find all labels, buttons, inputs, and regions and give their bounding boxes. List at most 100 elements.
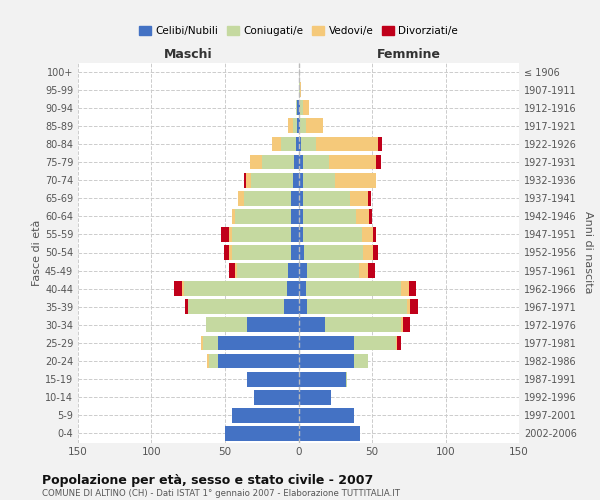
Bar [291,209,299,224]
Bar [202,336,203,350]
Bar [335,172,376,188]
Bar [254,390,299,404]
Text: Maschi: Maschi [164,48,212,60]
Bar [221,227,229,242]
Bar [232,209,235,224]
Bar [297,100,299,115]
Bar [373,227,376,242]
Bar [224,245,229,260]
Bar [235,263,237,278]
Bar [299,227,303,242]
Legend: Celibi/Nubili, Coniugati/e, Vedovi/e, Divorziati/e: Celibi/Nubili, Coniugati/e, Vedovi/e, Di… [135,22,462,40]
Bar [272,136,281,152]
Bar [297,118,299,134]
Bar [225,426,299,441]
Bar [299,136,301,152]
Bar [346,372,347,386]
Bar [173,282,182,296]
Bar [395,336,397,350]
Bar [218,354,299,368]
Bar [293,172,299,188]
Bar [291,191,299,206]
Bar [307,263,359,278]
Bar [376,154,381,170]
Bar [287,282,299,296]
Bar [306,282,401,296]
Bar [232,408,299,423]
Bar [299,172,303,188]
Bar [232,227,291,242]
Bar [303,172,335,188]
Bar [299,82,300,97]
Text: Popolazione per età, sesso e stato civile - 2007: Popolazione per età, sesso e stato civil… [42,474,373,487]
Bar [299,390,331,404]
Bar [185,300,188,314]
Bar [368,191,371,206]
Bar [329,154,376,170]
Bar [303,191,350,206]
Bar [300,100,303,115]
Bar [299,336,355,350]
Bar [307,300,407,314]
Bar [296,136,299,152]
Bar [299,426,360,441]
Bar [262,154,294,170]
Bar [244,191,291,206]
Bar [373,245,378,260]
Bar [350,191,368,206]
Bar [235,209,291,224]
Bar [306,118,323,134]
Bar [409,282,416,296]
Y-axis label: Anni di nascita: Anni di nascita [583,211,593,294]
Text: Femmine: Femmine [377,48,441,60]
Bar [362,227,373,242]
Bar [300,82,301,97]
Bar [244,172,245,188]
Bar [247,372,299,386]
Bar [301,136,316,152]
Bar [303,209,356,224]
Bar [355,336,395,350]
Bar [356,209,369,224]
Bar [218,336,299,350]
Bar [299,100,300,115]
Bar [229,245,232,260]
Bar [247,318,299,332]
Bar [355,354,368,368]
Bar [325,318,401,332]
Bar [299,118,300,134]
Bar [294,154,299,170]
Bar [284,300,299,314]
Bar [291,245,299,260]
Bar [403,318,410,332]
Bar [206,318,247,332]
Bar [316,136,378,152]
Y-axis label: Fasce di età: Fasce di età [32,220,42,286]
Bar [237,263,288,278]
Bar [299,191,303,206]
Bar [245,172,251,188]
Bar [250,154,262,170]
Bar [303,227,362,242]
Bar [299,372,346,386]
Bar [401,318,403,332]
Bar [369,209,372,224]
Bar [303,154,329,170]
Bar [410,300,418,314]
Bar [293,118,297,134]
Bar [299,282,306,296]
Bar [251,172,293,188]
Bar [299,209,303,224]
Bar [188,300,284,314]
Bar [288,118,293,134]
Bar [304,245,363,260]
Bar [281,136,296,152]
Bar [296,100,297,115]
Bar [299,300,307,314]
Bar [401,282,409,296]
Bar [209,354,218,368]
Bar [299,263,307,278]
Bar [363,245,373,260]
Bar [288,263,299,278]
Bar [299,354,355,368]
